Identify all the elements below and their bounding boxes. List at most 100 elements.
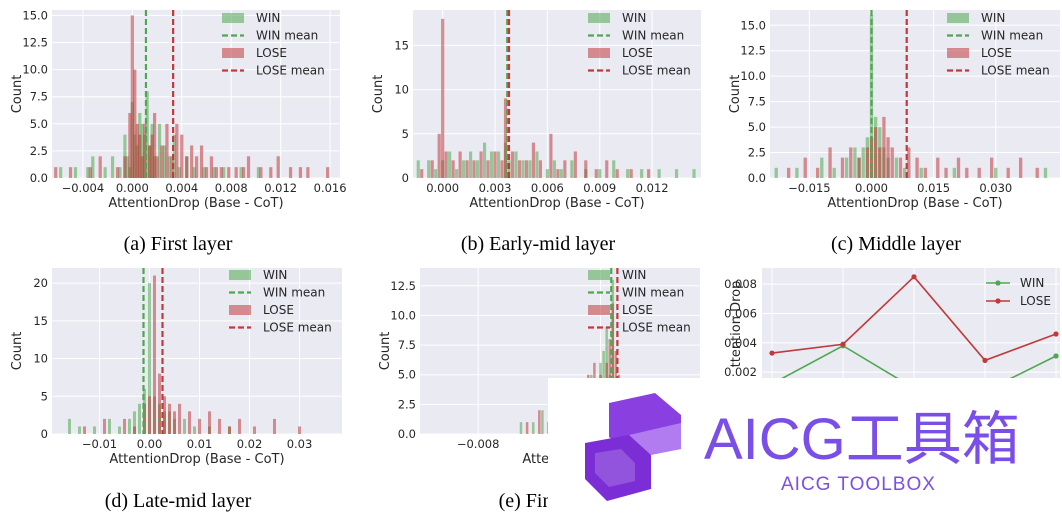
lose-bar bbox=[956, 157, 961, 178]
lose-bar bbox=[865, 147, 870, 178]
win-bar bbox=[514, 151, 518, 178]
legend-label: WIN bbox=[622, 11, 646, 25]
lose-bar bbox=[828, 147, 832, 178]
lose-point bbox=[982, 357, 988, 363]
win-bar bbox=[489, 151, 494, 178]
win-bar bbox=[110, 156, 115, 178]
histogram-panel-3: −0.015 0.000 0.015 0.030 0.0 2.5 5.0 7.5 10.0 12.… bbox=[728, 10, 1060, 255]
lose-bar bbox=[273, 418, 276, 434]
lose-bar bbox=[83, 426, 86, 434]
x-tick-label: 0.015 bbox=[917, 181, 950, 195]
histogram-panel-2: 0.000 0.003 0.006 0.009 0.012 0 5 10 15 Attention… bbox=[371, 10, 701, 255]
lose-bar bbox=[503, 98, 508, 178]
y-tick-label: 0.0 bbox=[398, 427, 416, 441]
win-bar bbox=[118, 426, 121, 434]
win-bar bbox=[476, 160, 480, 178]
plot-area bbox=[52, 268, 342, 434]
lose-bar bbox=[857, 157, 861, 178]
bars bbox=[54, 15, 330, 178]
x-tick-label: −0.015 bbox=[788, 181, 831, 195]
win-bar bbox=[469, 151, 473, 178]
lose-bar bbox=[188, 411, 191, 434]
win-bar bbox=[448, 151, 452, 178]
y-tick-label: 10 bbox=[33, 352, 48, 366]
win-bar bbox=[559, 169, 563, 178]
lose-bar bbox=[198, 418, 201, 434]
x-axis-label: AttentionDrop (Base - CoT) bbox=[109, 452, 284, 467]
lose-bar bbox=[115, 167, 120, 178]
lose-bar bbox=[306, 167, 310, 178]
legend-label: LOSE mean bbox=[263, 321, 332, 335]
win-bar bbox=[545, 169, 549, 178]
lose-bar bbox=[444, 151, 448, 178]
lose-bar bbox=[815, 167, 820, 178]
lose-bar bbox=[1018, 157, 1023, 178]
lose-bar bbox=[531, 142, 536, 178]
lose-bar bbox=[538, 410, 541, 434]
win-bar bbox=[91, 156, 95, 178]
y-tick-label: 10.0 bbox=[740, 69, 766, 83]
lose-bar bbox=[465, 160, 469, 178]
lose-bar bbox=[886, 137, 890, 178]
lose-bar bbox=[88, 167, 92, 178]
lose-bar bbox=[479, 151, 483, 178]
legend-swatch bbox=[229, 270, 251, 280]
lose-bar bbox=[944, 167, 948, 178]
y-tick-label: 12.5 bbox=[740, 44, 766, 58]
lose-bar bbox=[185, 156, 189, 178]
win-bar bbox=[123, 134, 127, 178]
win-bar bbox=[138, 403, 141, 434]
win-bar bbox=[774, 167, 778, 178]
win-bar bbox=[570, 160, 574, 178]
lose-bar bbox=[133, 69, 137, 178]
lose-bar bbox=[977, 167, 981, 178]
lose-bar bbox=[915, 157, 919, 178]
x-tick-label: 0.030 bbox=[979, 181, 1012, 195]
y-tick-label: 5 bbox=[41, 389, 48, 403]
lose-bar bbox=[178, 403, 181, 434]
lose-bar bbox=[54, 167, 58, 178]
win-bar bbox=[148, 283, 151, 434]
lose-bar bbox=[135, 123, 139, 178]
x-tick-label: 0.006 bbox=[531, 181, 564, 195]
lose-bar bbox=[556, 169, 560, 178]
x-axis-label: AttentionDrop (Base - CoT) bbox=[108, 196, 283, 211]
win-bar bbox=[68, 418, 71, 434]
win-bar bbox=[167, 156, 172, 178]
lose-bar bbox=[441, 18, 445, 178]
lose-bar bbox=[786, 167, 791, 178]
lose-bar bbox=[140, 156, 144, 178]
lose-bar bbox=[130, 15, 134, 178]
win-bar bbox=[202, 167, 206, 178]
lose-bar bbox=[234, 167, 238, 178]
x-tick-label: 0.03 bbox=[287, 437, 313, 451]
lose-bar bbox=[493, 151, 497, 178]
lose-bar bbox=[123, 156, 127, 178]
lose-bar bbox=[430, 160, 434, 178]
y-tick-label: 0.0 bbox=[748, 171, 766, 185]
lose-bar bbox=[208, 411, 211, 434]
plot-area bbox=[52, 10, 340, 178]
panel-caption: (d) Late-mid layer bbox=[105, 490, 252, 512]
lose-bar bbox=[525, 422, 529, 434]
lose-bar bbox=[214, 167, 219, 178]
win-bar bbox=[192, 167, 196, 178]
lose-bar bbox=[458, 151, 462, 178]
x-tick-label: 0.003 bbox=[479, 181, 512, 195]
y-axis-label: Count bbox=[378, 332, 393, 371]
win-series-line bbox=[781, 344, 1057, 378]
lose-bar bbox=[517, 160, 522, 178]
lose-bar bbox=[615, 169, 619, 178]
win-bar bbox=[657, 169, 661, 178]
legend-swatch bbox=[588, 48, 610, 58]
win-bar bbox=[177, 167, 181, 178]
win-bar bbox=[598, 169, 602, 178]
y-tick-label: 12.5 bbox=[390, 279, 416, 293]
lose-bar bbox=[288, 167, 293, 178]
win-bar bbox=[519, 422, 523, 434]
legend-label: LOSE bbox=[981, 46, 1012, 60]
win-bar bbox=[640, 169, 644, 178]
x-axis-label: AttentionDrop (Base - CoT) bbox=[469, 196, 644, 211]
lose-bar bbox=[180, 134, 184, 178]
